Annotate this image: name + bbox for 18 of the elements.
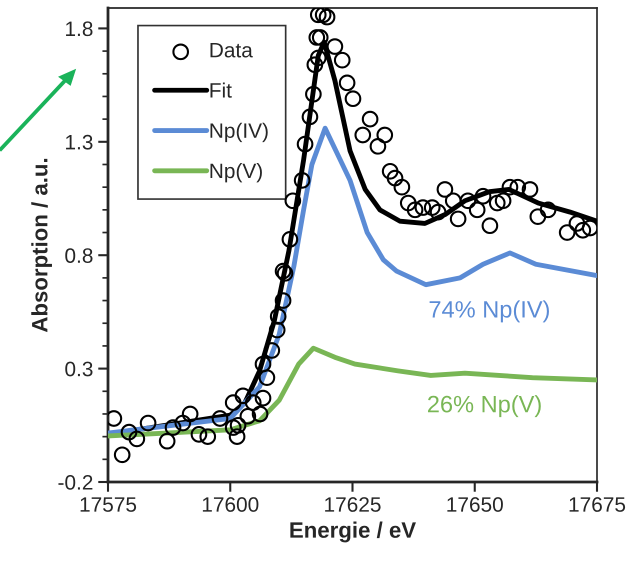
y-tick-label: -0.2 bbox=[58, 475, 92, 490]
y-tick-label: 1.3 bbox=[66, 134, 93, 150]
legend-label: Data bbox=[210, 42, 253, 58]
annotation: 74% Np(IV) bbox=[430, 300, 549, 322]
legend-label: Fit bbox=[210, 82, 232, 98]
y-axis-title: Absorption / a.u. bbox=[31, 158, 52, 332]
x-tick-label: 17625 bbox=[325, 497, 381, 512]
legend-label: Np(V) bbox=[210, 162, 262, 182]
x-tick-label: 17575 bbox=[80, 497, 136, 512]
x-axis-title: Energie / eV bbox=[290, 522, 416, 542]
legend-label: Np(IV) bbox=[210, 122, 268, 142]
y-tick-label: 0.3 bbox=[65, 362, 93, 376]
y-tick-label: 1.8 bbox=[66, 21, 93, 36]
x-tick-label: 17675 bbox=[570, 497, 626, 512]
x-tick-label: 17600 bbox=[202, 497, 258, 512]
x-tick-label: 17650 bbox=[447, 497, 503, 512]
annotation: 26% Np(V) bbox=[428, 395, 541, 418]
y-tick-label: 0.8 bbox=[65, 248, 93, 263]
